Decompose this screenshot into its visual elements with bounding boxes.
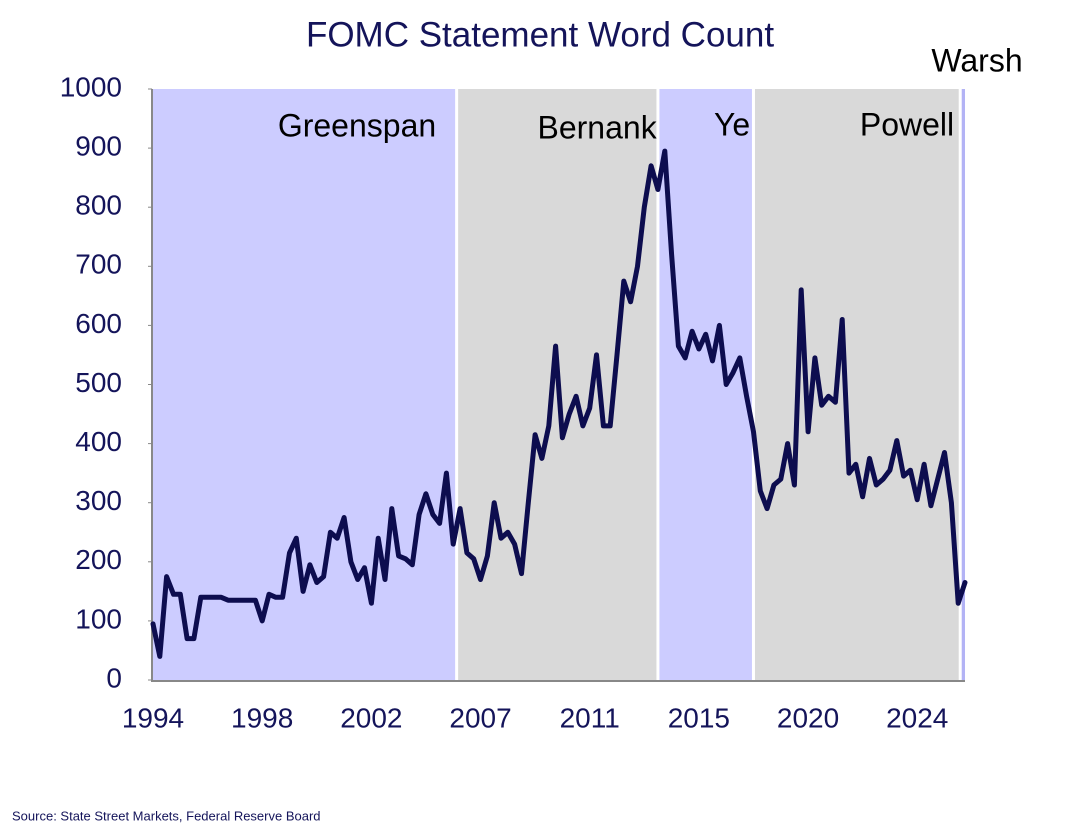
y-tick-label: 100 — [75, 603, 122, 634]
x-tick-label: 2007 — [449, 702, 511, 733]
era-label: Warsh — [931, 42, 1022, 78]
y-tick-label: 1000 — [60, 71, 122, 102]
y-tick-label: 400 — [75, 426, 122, 457]
era-region — [657, 89, 754, 680]
era-region — [753, 89, 961, 680]
x-tick-label: 2015 — [668, 702, 730, 733]
era-label: Powell — [860, 106, 954, 142]
x-tick-label: 2011 — [560, 702, 620, 733]
y-tick-label: 700 — [75, 249, 122, 280]
y-tick-label: 200 — [75, 544, 122, 575]
x-tick-label: 1998 — [231, 702, 293, 733]
y-tick-label: 500 — [75, 367, 122, 398]
x-tick-label: 2024 — [886, 702, 948, 733]
era-label: Bernanke — [538, 109, 675, 145]
era-region — [960, 89, 965, 680]
x-tick-label: 2002 — [340, 702, 402, 733]
y-tick-label: 600 — [75, 308, 122, 339]
source-note: Source: State Street Markets, Federal Re… — [12, 808, 321, 823]
x-tick-label: 2020 — [777, 702, 839, 733]
data-line — [150, 148, 968, 659]
y-tick-label: 900 — [75, 130, 122, 161]
x-tick-label: 1994 — [122, 702, 184, 733]
y-tick-label: 800 — [75, 190, 122, 221]
y-tick-label: 300 — [75, 485, 122, 516]
chart-title: FOMC Statement Word Count — [306, 15, 774, 54]
y-tick-label: 0 — [106, 662, 122, 693]
era-label: Greenspan — [278, 107, 436, 143]
